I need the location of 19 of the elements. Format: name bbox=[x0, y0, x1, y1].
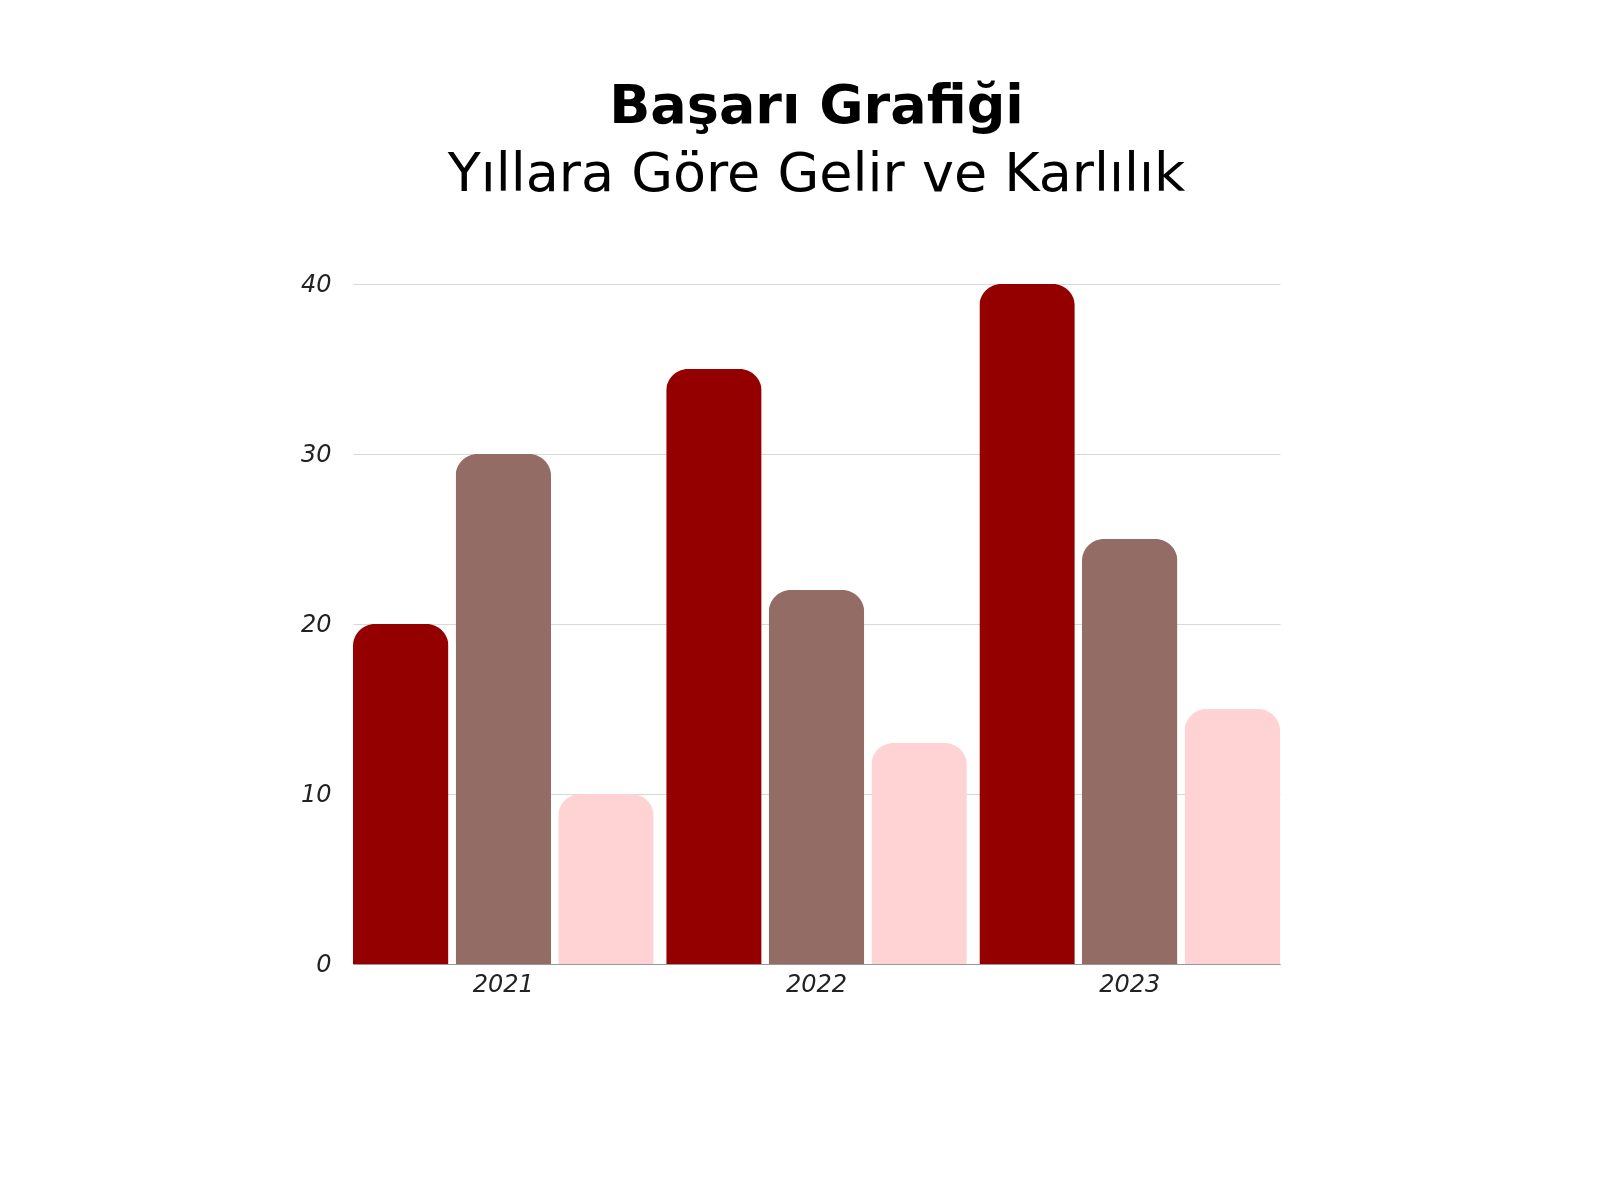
x-tick-label: 2021 bbox=[472, 969, 534, 998]
bar bbox=[455, 454, 552, 964]
x-tick-label: 2023 bbox=[1099, 969, 1161, 998]
bar bbox=[666, 369, 762, 964]
chart-title: Başarı Grafiği bbox=[609, 73, 1024, 136]
bar bbox=[1081, 539, 1178, 964]
bar bbox=[768, 590, 865, 964]
bar bbox=[871, 743, 967, 964]
bar bbox=[558, 794, 654, 964]
y-tick-label: 20 bbox=[300, 609, 332, 638]
chart-subtitle: Yıllara Göre Gelir ve Karlılık bbox=[446, 141, 1187, 204]
bar bbox=[353, 624, 449, 964]
bar bbox=[1184, 709, 1280, 964]
x-tick-label: 2022 bbox=[785, 969, 848, 998]
y-tick-label: 40 bbox=[300, 269, 332, 298]
y-tick-label: 0 bbox=[316, 949, 332, 978]
bar bbox=[979, 284, 1075, 964]
y-tick-label: 30 bbox=[300, 439, 332, 468]
y-tick-label: 10 bbox=[300, 779, 332, 808]
